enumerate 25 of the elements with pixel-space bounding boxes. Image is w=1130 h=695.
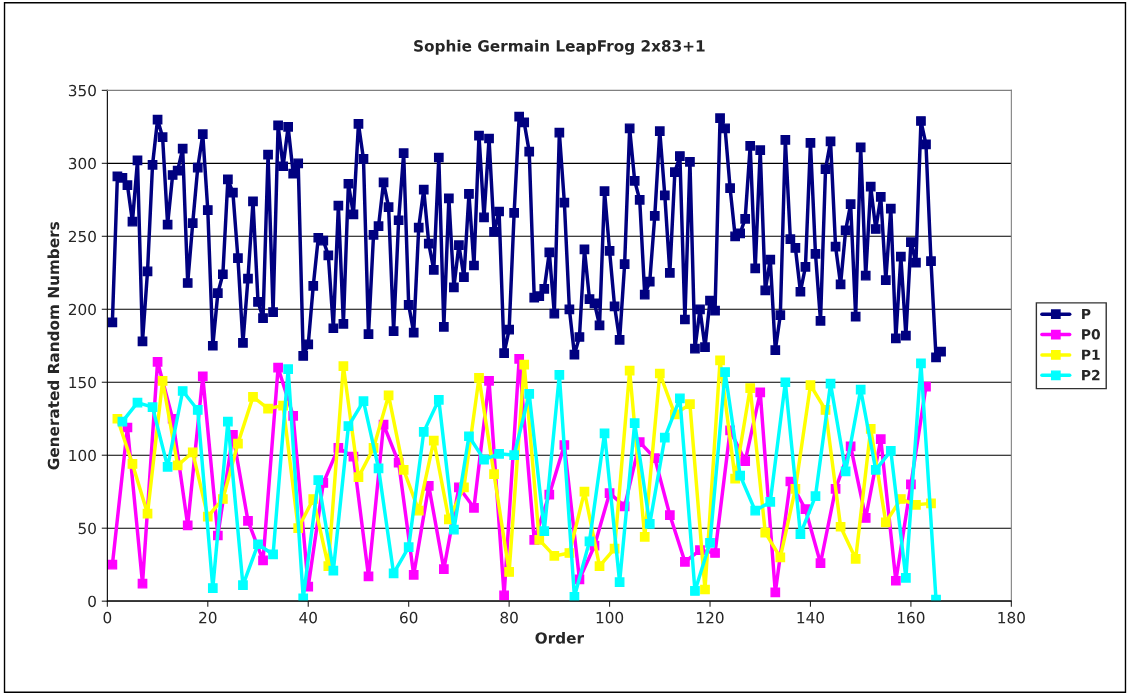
y-tick-label: 300 — [68, 157, 96, 170]
y-tick-label: 350 — [68, 84, 96, 97]
x-tick-label: 160 — [898, 611, 925, 624]
x-tick-label: 60 — [400, 611, 418, 624]
x-tick-label: 20 — [199, 611, 217, 624]
y-axis-title: Generated Random Numbers — [47, 221, 60, 470]
legend-label: P0 — [1082, 329, 1100, 340]
y-tick-label: 250 — [68, 230, 96, 243]
y-tick-label: 200 — [68, 303, 96, 316]
x-tick-label: 180 — [998, 611, 1025, 624]
x-axis-title: Order — [535, 631, 584, 644]
y-tick-label: 50 — [78, 522, 96, 535]
x-tick-label: 100 — [596, 611, 624, 624]
x-tick-label: 80 — [500, 611, 518, 624]
x-tick-label: 40 — [299, 611, 317, 624]
y-tick-label: 100 — [69, 449, 96, 462]
legend-label: P2 — [1082, 369, 1100, 381]
x-tick-label: 140 — [797, 611, 825, 624]
chart-title: Sophie Germain LeapFrog 2x83+1 — [414, 39, 705, 55]
legend-label: P1 — [1082, 349, 1100, 360]
y-tick-label: 0 — [88, 595, 96, 608]
x-tick-label: 120 — [697, 611, 724, 624]
legend-label: P — [1082, 308, 1091, 320]
y-tick-label: 150 — [69, 376, 96, 389]
x-tick-label: 0 — [103, 611, 112, 624]
